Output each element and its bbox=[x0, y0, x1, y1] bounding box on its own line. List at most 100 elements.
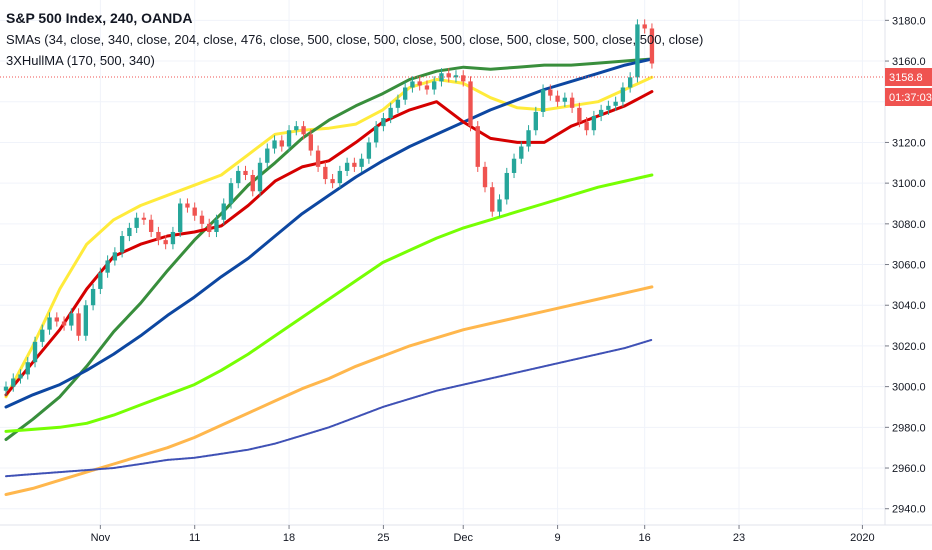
candle bbox=[395, 99, 401, 108]
candle bbox=[61, 321, 67, 326]
candle bbox=[69, 313, 74, 326]
candle bbox=[569, 97, 575, 108]
candle bbox=[432, 81, 437, 90]
y-tick-label: 3000.0 bbox=[892, 382, 926, 394]
series-line-purple bbox=[5, 338, 653, 478]
countdown-label: 01:37:03 bbox=[889, 92, 932, 104]
series-line-red bbox=[4, 90, 654, 397]
candle bbox=[461, 75, 466, 82]
sma-legend[interactable]: SMAs (34, close, 340, close, 204, close,… bbox=[6, 32, 704, 47]
x-tick-label: 2020 bbox=[850, 532, 874, 544]
candle bbox=[482, 166, 488, 188]
y-tick-label: 3040.0 bbox=[892, 300, 926, 312]
series-line-lime bbox=[4, 173, 654, 433]
indicator-lines bbox=[4, 57, 654, 496]
candle bbox=[344, 162, 350, 171]
candle bbox=[221, 203, 226, 220]
candle bbox=[330, 179, 335, 184]
candle bbox=[519, 146, 524, 159]
series-line-yellow bbox=[4, 75, 654, 399]
candle bbox=[424, 85, 430, 90]
candle bbox=[446, 73, 451, 78]
candle bbox=[170, 231, 176, 245]
symbol-title[interactable]: S&P 500 Index, 240, OANDA bbox=[6, 10, 193, 26]
candle bbox=[388, 107, 393, 119]
candle bbox=[540, 89, 546, 112]
candle bbox=[315, 150, 321, 167]
candle bbox=[337, 170, 343, 184]
y-tick-label: 3160.0 bbox=[892, 56, 926, 68]
series-line-blue bbox=[4, 57, 654, 409]
candles bbox=[3, 19, 655, 396]
candle bbox=[199, 215, 205, 224]
candle bbox=[366, 142, 372, 159]
candle bbox=[352, 162, 357, 167]
candle bbox=[76, 313, 81, 336]
candle bbox=[257, 162, 263, 192]
candle bbox=[119, 236, 125, 253]
y-tick-label: 2980.0 bbox=[892, 422, 926, 434]
candle bbox=[562, 97, 568, 102]
candle bbox=[620, 87, 626, 102]
candle bbox=[105, 260, 110, 273]
candle bbox=[243, 170, 248, 175]
time-axis[interactable]: Nov 11 18 25 Dec 9 16 23 2020 bbox=[91, 525, 875, 544]
candle bbox=[301, 126, 306, 135]
candle bbox=[417, 81, 422, 86]
candle bbox=[279, 140, 284, 147]
candle bbox=[272, 140, 277, 149]
candle bbox=[381, 118, 386, 127]
candle bbox=[649, 28, 655, 64]
candle bbox=[90, 288, 96, 306]
grid bbox=[0, 0, 885, 525]
candle bbox=[323, 166, 328, 180]
price-axis[interactable]: 2940.0 2960.0 2980.0 3000.0 3020.0 3040.0 3060… bbox=[885, 15, 926, 516]
candle bbox=[453, 75, 459, 78]
candle bbox=[265, 148, 270, 163]
candle bbox=[584, 122, 589, 131]
candle bbox=[294, 126, 299, 131]
candle bbox=[468, 81, 473, 127]
candle bbox=[163, 240, 168, 245]
candle bbox=[32, 341, 38, 363]
candle bbox=[83, 305, 89, 336]
candle bbox=[402, 87, 408, 100]
price-label-value: 3158.8 bbox=[889, 72, 923, 84]
candle bbox=[308, 134, 314, 151]
candle bbox=[490, 187, 495, 212]
candle bbox=[54, 317, 59, 322]
candle bbox=[642, 24, 647, 29]
candle bbox=[613, 101, 618, 106]
series-line-orange bbox=[4, 285, 654, 496]
candle bbox=[598, 109, 604, 116]
x-tick-label: 23 bbox=[733, 532, 745, 544]
y-tick-label: 2940.0 bbox=[892, 504, 926, 516]
candle bbox=[134, 217, 139, 228]
candle bbox=[192, 207, 197, 216]
candle bbox=[373, 126, 379, 143]
candle bbox=[40, 329, 45, 342]
y-tick-label: 3060.0 bbox=[892, 260, 926, 272]
candle bbox=[148, 219, 154, 232]
candle bbox=[18, 374, 23, 379]
series-line-darkgreen bbox=[4, 57, 654, 441]
price-label: 3158.8 01:37:03 bbox=[885, 68, 932, 106]
hullma-legend[interactable]: 3XHullMA (170, 500, 340) bbox=[6, 53, 155, 68]
candle bbox=[11, 378, 16, 387]
candle bbox=[127, 227, 132, 237]
legend: S&P 500 Index, 240, OANDA SMAs (34, clos… bbox=[6, 8, 703, 71]
candle bbox=[606, 105, 611, 110]
candle bbox=[228, 183, 234, 204]
candle bbox=[591, 115, 597, 131]
y-tick-label: 3080.0 bbox=[892, 219, 926, 231]
candle bbox=[555, 95, 560, 102]
candle bbox=[3, 386, 9, 391]
candle bbox=[112, 252, 118, 261]
x-tick-label: 16 bbox=[639, 532, 651, 544]
candle bbox=[526, 130, 531, 147]
x-tick-label: 18 bbox=[283, 532, 295, 544]
candle bbox=[25, 362, 30, 375]
candle bbox=[156, 231, 161, 241]
